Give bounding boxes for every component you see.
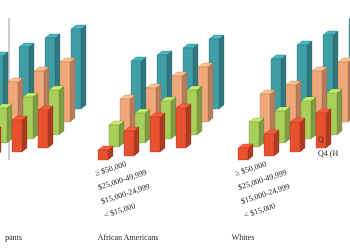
bar bbox=[97, 145, 114, 161]
bar bbox=[0, 51, 9, 122]
bar bbox=[149, 112, 166, 153]
group-title: African Americans bbox=[98, 233, 159, 242]
bar bbox=[175, 103, 192, 149]
bar bbox=[37, 105, 54, 149]
bar bbox=[263, 129, 280, 157]
bar bbox=[237, 143, 254, 161]
bar bbox=[0, 126, 2, 153]
bar bbox=[315, 108, 332, 149]
bar bbox=[11, 115, 28, 153]
bar bbox=[248, 117, 265, 148]
bar bbox=[123, 126, 140, 157]
group-title: pants bbox=[5, 233, 22, 242]
bar bbox=[0, 103, 13, 144]
legend-label: Q bbox=[318, 135, 324, 144]
bar bbox=[108, 120, 125, 148]
legend-label: Q4 (H bbox=[318, 149, 338, 158]
bar bbox=[289, 117, 306, 153]
group-title: Whites bbox=[232, 233, 255, 242]
bar bbox=[186, 85, 203, 136]
